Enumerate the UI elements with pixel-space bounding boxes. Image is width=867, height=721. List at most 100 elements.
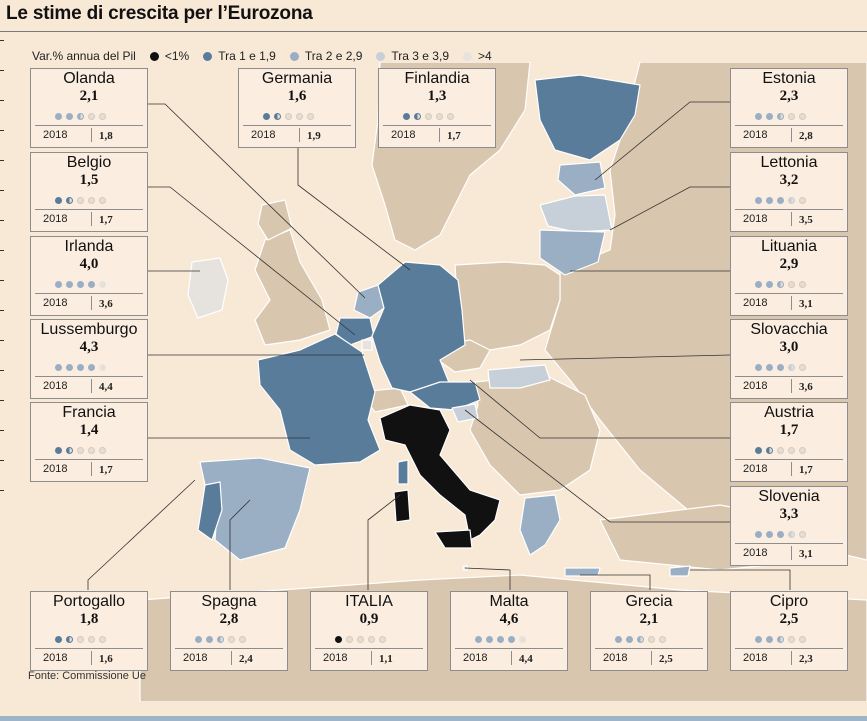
scale-dot xyxy=(777,447,784,454)
year-label: 2018 xyxy=(743,297,768,309)
scale-dot xyxy=(77,113,84,120)
card-vdivider xyxy=(91,212,92,226)
scale-dot xyxy=(239,636,246,643)
card-divider xyxy=(175,648,283,649)
card-divider xyxy=(735,125,843,126)
scale-dot xyxy=(766,447,773,454)
scale-dot xyxy=(228,636,235,643)
page-title: Le stime di crescita per l’Eurozona xyxy=(6,3,313,24)
legend-item-3-3.9: Tra 3 e 3,9 xyxy=(376,49,449,63)
card-divider xyxy=(383,125,491,126)
country-card: Portogallo 1,8 2018 1,6 xyxy=(30,591,148,671)
country-portugal xyxy=(197,481,223,541)
card-vdivider xyxy=(299,128,300,142)
country-greece xyxy=(519,494,561,556)
country-name: Austria xyxy=(764,404,814,421)
prev-value: 2,8 xyxy=(799,130,813,142)
growth-value: 1,4 xyxy=(79,422,99,438)
legend-swatch xyxy=(463,51,472,61)
legend: Var.% annua del Pil <1% Tra 1 e 1,9 Tra … xyxy=(32,49,506,63)
growth-scale xyxy=(755,447,810,454)
scale-dot xyxy=(766,281,773,288)
scale-dot xyxy=(755,281,762,288)
scale-dot xyxy=(626,636,633,643)
prev-value: 1,7 xyxy=(99,214,113,226)
country-card: Spagna 2,8 2018 2,4 xyxy=(170,591,288,671)
country-card: Malta 4,6 2018 4,4 xyxy=(450,591,568,671)
scale-dot xyxy=(425,113,432,120)
card-divider xyxy=(243,125,351,126)
legend-item-gt4: >4 xyxy=(463,49,492,63)
scale-dot xyxy=(296,113,303,120)
growth-scale xyxy=(55,281,110,288)
country-germany xyxy=(371,261,466,393)
legend-label: Var.% annua del Pil xyxy=(32,49,136,63)
year-label: 2018 xyxy=(183,652,208,664)
card-divider xyxy=(35,293,143,294)
year-label: 2018 xyxy=(743,547,768,559)
prev-value: 3,1 xyxy=(799,548,813,560)
scale-dot xyxy=(77,636,84,643)
scale-dot xyxy=(788,281,795,288)
scale-dot xyxy=(206,636,213,643)
legend-swatch xyxy=(376,51,386,61)
scale-dot xyxy=(799,197,806,204)
year-label: 2018 xyxy=(323,652,348,664)
growth-scale xyxy=(755,636,810,643)
growth-scale xyxy=(55,364,110,371)
card-vdivider xyxy=(91,128,92,142)
growth-scale xyxy=(475,636,530,643)
country-card: Estonia 2,3 2018 2,8 xyxy=(730,68,848,148)
country-finland xyxy=(534,74,641,161)
growth-scale xyxy=(195,636,250,643)
growth-value: 1,8 xyxy=(79,611,99,627)
country-name: Lussemburgo xyxy=(40,321,138,338)
scale-dot xyxy=(475,636,482,643)
scale-dot xyxy=(88,636,95,643)
scale-dot xyxy=(88,447,95,454)
year-label: 2018 xyxy=(43,129,68,141)
legend-text: Tra 3 e 3,9 xyxy=(391,49,449,63)
year-label: 2018 xyxy=(743,213,768,225)
country-name: Estonia xyxy=(762,70,816,87)
card-divider xyxy=(735,376,843,377)
card-vdivider xyxy=(91,651,92,665)
growth-scale xyxy=(755,281,810,288)
growth-scale xyxy=(55,636,110,643)
prev-value: 1,6 xyxy=(99,653,113,665)
country-name: Francia xyxy=(62,404,116,421)
scale-dot xyxy=(777,636,784,643)
country-name: Germania xyxy=(261,70,333,87)
scale-dot xyxy=(777,197,784,204)
scale-dot xyxy=(99,447,106,454)
scale-dot xyxy=(274,113,281,120)
card-divider xyxy=(735,543,843,544)
scale-dot xyxy=(766,197,773,204)
legend-text: >4 xyxy=(478,49,492,63)
growth-scale xyxy=(263,113,318,120)
scale-dot xyxy=(403,113,410,120)
growth-value: 2,5 xyxy=(779,611,799,627)
country-card: Grecia 2,1 2018 2,5 xyxy=(590,591,708,671)
country-card: Lettonia 3,2 2018 3,5 xyxy=(730,152,848,232)
growth-value: 3,2 xyxy=(779,172,799,188)
scale-dot xyxy=(755,636,762,643)
card-divider xyxy=(35,376,143,377)
country-netherlands xyxy=(353,284,385,319)
scale-dot xyxy=(497,636,504,643)
country-name: Belgio xyxy=(66,154,112,171)
scale-dot xyxy=(346,636,353,643)
country-slovakia xyxy=(487,364,551,389)
scale-dot xyxy=(777,364,784,371)
scale-dot xyxy=(77,281,84,288)
country-corsica xyxy=(397,459,409,485)
year-label: 2018 xyxy=(463,652,488,664)
year-label: 2018 xyxy=(743,652,768,664)
country-card: Olanda 2,1 2018 1,8 xyxy=(30,68,148,148)
scale-dot xyxy=(88,364,95,371)
card-vdivider xyxy=(791,379,792,393)
prev-value: 2,4 xyxy=(239,653,253,665)
scale-dot xyxy=(799,113,806,120)
scale-dot xyxy=(659,636,666,643)
country-name: Cipro xyxy=(769,593,809,610)
